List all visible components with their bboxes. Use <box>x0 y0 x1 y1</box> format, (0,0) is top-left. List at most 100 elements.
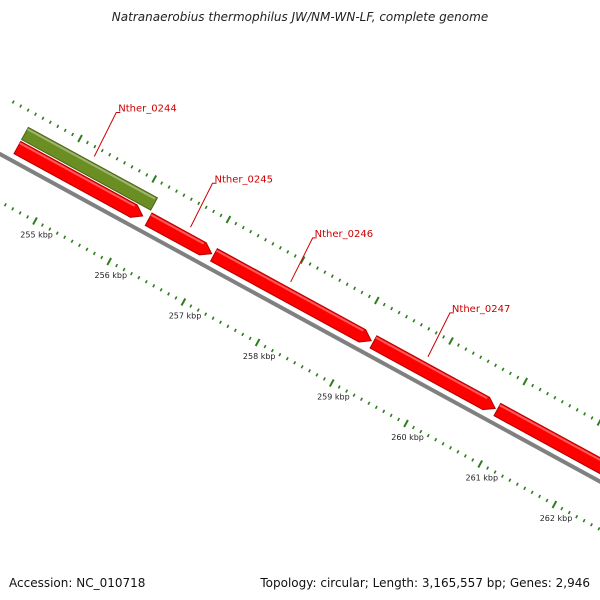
tick-label: 259 kbp <box>317 392 350 401</box>
minor-tick <box>501 367 505 372</box>
minor-tick <box>508 371 512 376</box>
minor-tick <box>568 404 572 408</box>
gene-feature[interactable] <box>209 248 372 343</box>
minor-tick <box>189 304 193 308</box>
minor-tick <box>494 363 498 368</box>
tick-label: 260 kbp <box>391 433 424 442</box>
minor-tick <box>100 255 104 260</box>
minor-tick <box>427 327 431 331</box>
gene-track <box>13 126 600 475</box>
minor-tick <box>167 292 171 296</box>
minor-tick <box>345 282 349 287</box>
gene-feature[interactable] <box>493 402 600 475</box>
minor-tick <box>234 221 238 226</box>
minor-tick <box>137 275 141 280</box>
minor-tick <box>204 205 208 210</box>
gene-label[interactable]: Nther_0246 <box>315 229 373 240</box>
gene-highlight <box>26 128 156 200</box>
minor-tick <box>271 242 275 246</box>
minor-tick <box>92 251 96 256</box>
major-tick <box>32 217 38 225</box>
minor-tick <box>330 274 334 278</box>
gene-feature[interactable] <box>144 212 213 256</box>
minor-tick <box>315 373 319 377</box>
minor-tick <box>85 247 89 252</box>
minor-tick <box>26 215 30 219</box>
minor-tick <box>412 318 416 323</box>
minor-tick <box>426 433 430 438</box>
minor-tick <box>115 156 119 161</box>
outer-tick-track <box>11 100 600 426</box>
minor-tick <box>160 181 164 185</box>
genome-backbone <box>0 151 600 484</box>
minor-tick <box>56 124 60 129</box>
minor-tick <box>11 207 15 211</box>
minor-tick <box>182 193 186 197</box>
minor-tick <box>248 336 252 341</box>
minor-tick <box>41 116 45 121</box>
gene-feature[interactable] <box>369 335 496 411</box>
minor-tick <box>211 316 215 320</box>
tick-label: 262 kbp <box>540 514 573 523</box>
minor-tick <box>48 120 52 125</box>
minor-tick <box>196 308 200 312</box>
minor-tick <box>419 429 423 434</box>
minor-tick <box>397 417 401 422</box>
minor-tick <box>531 383 535 388</box>
rna-gene-feature[interactable] <box>20 126 159 211</box>
gene-label[interactable]: Nther_0247 <box>452 304 510 315</box>
inner-tick-track <box>3 203 600 531</box>
minor-tick <box>456 343 460 347</box>
minor-tick <box>241 225 245 230</box>
minor-tick <box>93 144 97 149</box>
gene-highlight <box>375 336 488 400</box>
minor-tick <box>286 250 290 254</box>
minor-tick <box>456 450 460 454</box>
minor-tick <box>553 395 557 400</box>
minor-tick <box>441 441 445 446</box>
map-title: Natranaerobius thermophilus JW/NM-WN-LF,… <box>111 10 489 24</box>
minor-tick <box>546 391 549 396</box>
minor-tick <box>48 227 52 231</box>
minor-tick <box>338 278 342 283</box>
minor-tick <box>123 161 127 165</box>
minor-tick <box>130 165 134 169</box>
minor-tick <box>219 213 223 218</box>
minor-tick <box>70 239 74 244</box>
minor-tick <box>352 393 356 397</box>
gene-feature[interactable] <box>13 140 144 218</box>
minor-tick <box>345 389 349 393</box>
minor-tick <box>263 344 267 349</box>
minor-tick <box>449 446 452 450</box>
major-tick <box>77 134 83 143</box>
gene-highlight <box>19 142 136 207</box>
tick-label: 261 kbp <box>465 473 498 482</box>
minor-tick <box>249 229 253 234</box>
gene-highlight <box>215 249 364 332</box>
minor-tick <box>567 510 571 515</box>
minor-tick <box>471 351 475 355</box>
minor-tick <box>152 284 156 288</box>
gene-highlight <box>150 213 205 245</box>
major-tick <box>403 419 409 428</box>
minor-tick <box>374 405 378 410</box>
minor-tick <box>308 369 312 373</box>
gene-label[interactable]: Nther_0245 <box>214 174 272 185</box>
minor-tick <box>264 237 268 242</box>
minor-tick <box>337 385 341 389</box>
gene-highlight <box>499 404 600 462</box>
minor-tick <box>545 498 549 503</box>
gene-label[interactable]: Nther_0244 <box>118 104 176 115</box>
minor-tick <box>442 335 446 339</box>
major-tick <box>299 256 306 264</box>
accession-text: Accession: NC_010718 <box>9 576 146 590</box>
minor-tick <box>241 332 245 337</box>
minor-tick <box>367 294 371 299</box>
minor-tick <box>285 356 289 361</box>
minor-tick <box>597 527 600 531</box>
minor-tick <box>493 470 497 474</box>
minor-tick <box>411 425 415 430</box>
major-tick <box>448 337 454 345</box>
gene-label-track: Nther_0244 Nther_0245 Nther_0246 Nther_0247 <box>93 104 510 358</box>
